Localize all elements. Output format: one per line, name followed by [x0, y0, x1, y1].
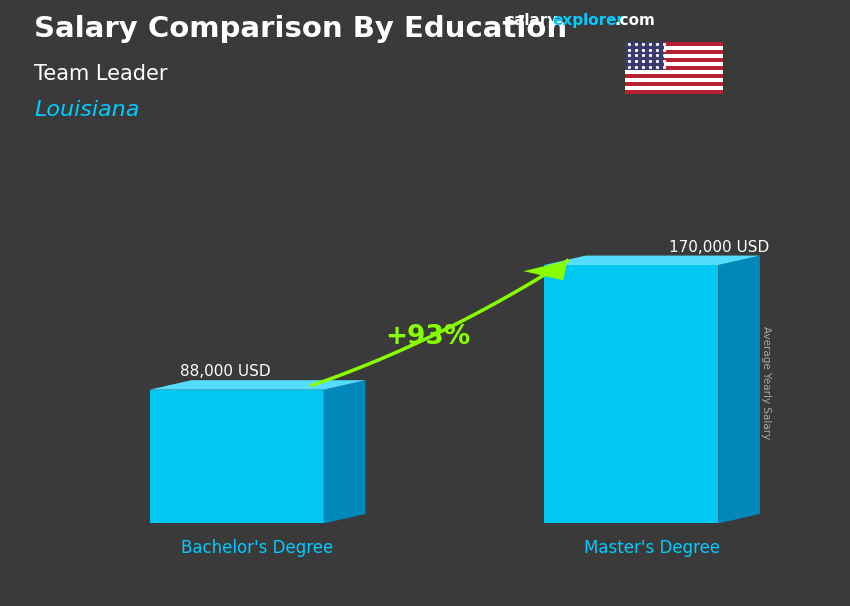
Bar [625, 86, 722, 90]
Text: explorer: explorer [552, 13, 625, 28]
Text: Louisiana: Louisiana [34, 100, 139, 120]
Text: Team Leader: Team Leader [34, 64, 167, 84]
Text: +93%: +93% [386, 324, 471, 350]
Polygon shape [324, 380, 366, 524]
Polygon shape [150, 390, 324, 524]
Bar [625, 90, 722, 94]
Polygon shape [544, 256, 760, 265]
Text: Bachelor's Degree: Bachelor's Degree [181, 539, 334, 558]
Bar [625, 82, 722, 86]
Bar [625, 70, 722, 74]
Polygon shape [718, 256, 760, 524]
Bar [625, 42, 664, 70]
Bar [625, 62, 722, 66]
Polygon shape [524, 261, 567, 280]
Bar [625, 47, 722, 50]
Text: Master's Degree: Master's Degree [584, 539, 720, 558]
Text: Average Yearly Salary: Average Yearly Salary [761, 326, 771, 439]
Bar [625, 50, 722, 55]
Text: salary: salary [506, 13, 558, 28]
Bar [625, 66, 722, 70]
Bar [625, 55, 722, 58]
Text: 170,000 USD: 170,000 USD [669, 239, 769, 255]
Bar [625, 58, 722, 62]
Text: 88,000 USD: 88,000 USD [179, 364, 270, 379]
Polygon shape [150, 380, 366, 390]
Bar [625, 74, 722, 78]
Bar [625, 78, 722, 82]
Bar [625, 42, 722, 47]
Polygon shape [544, 265, 718, 524]
Text: .com: .com [615, 13, 655, 28]
Text: Salary Comparison By Education: Salary Comparison By Education [34, 15, 567, 43]
